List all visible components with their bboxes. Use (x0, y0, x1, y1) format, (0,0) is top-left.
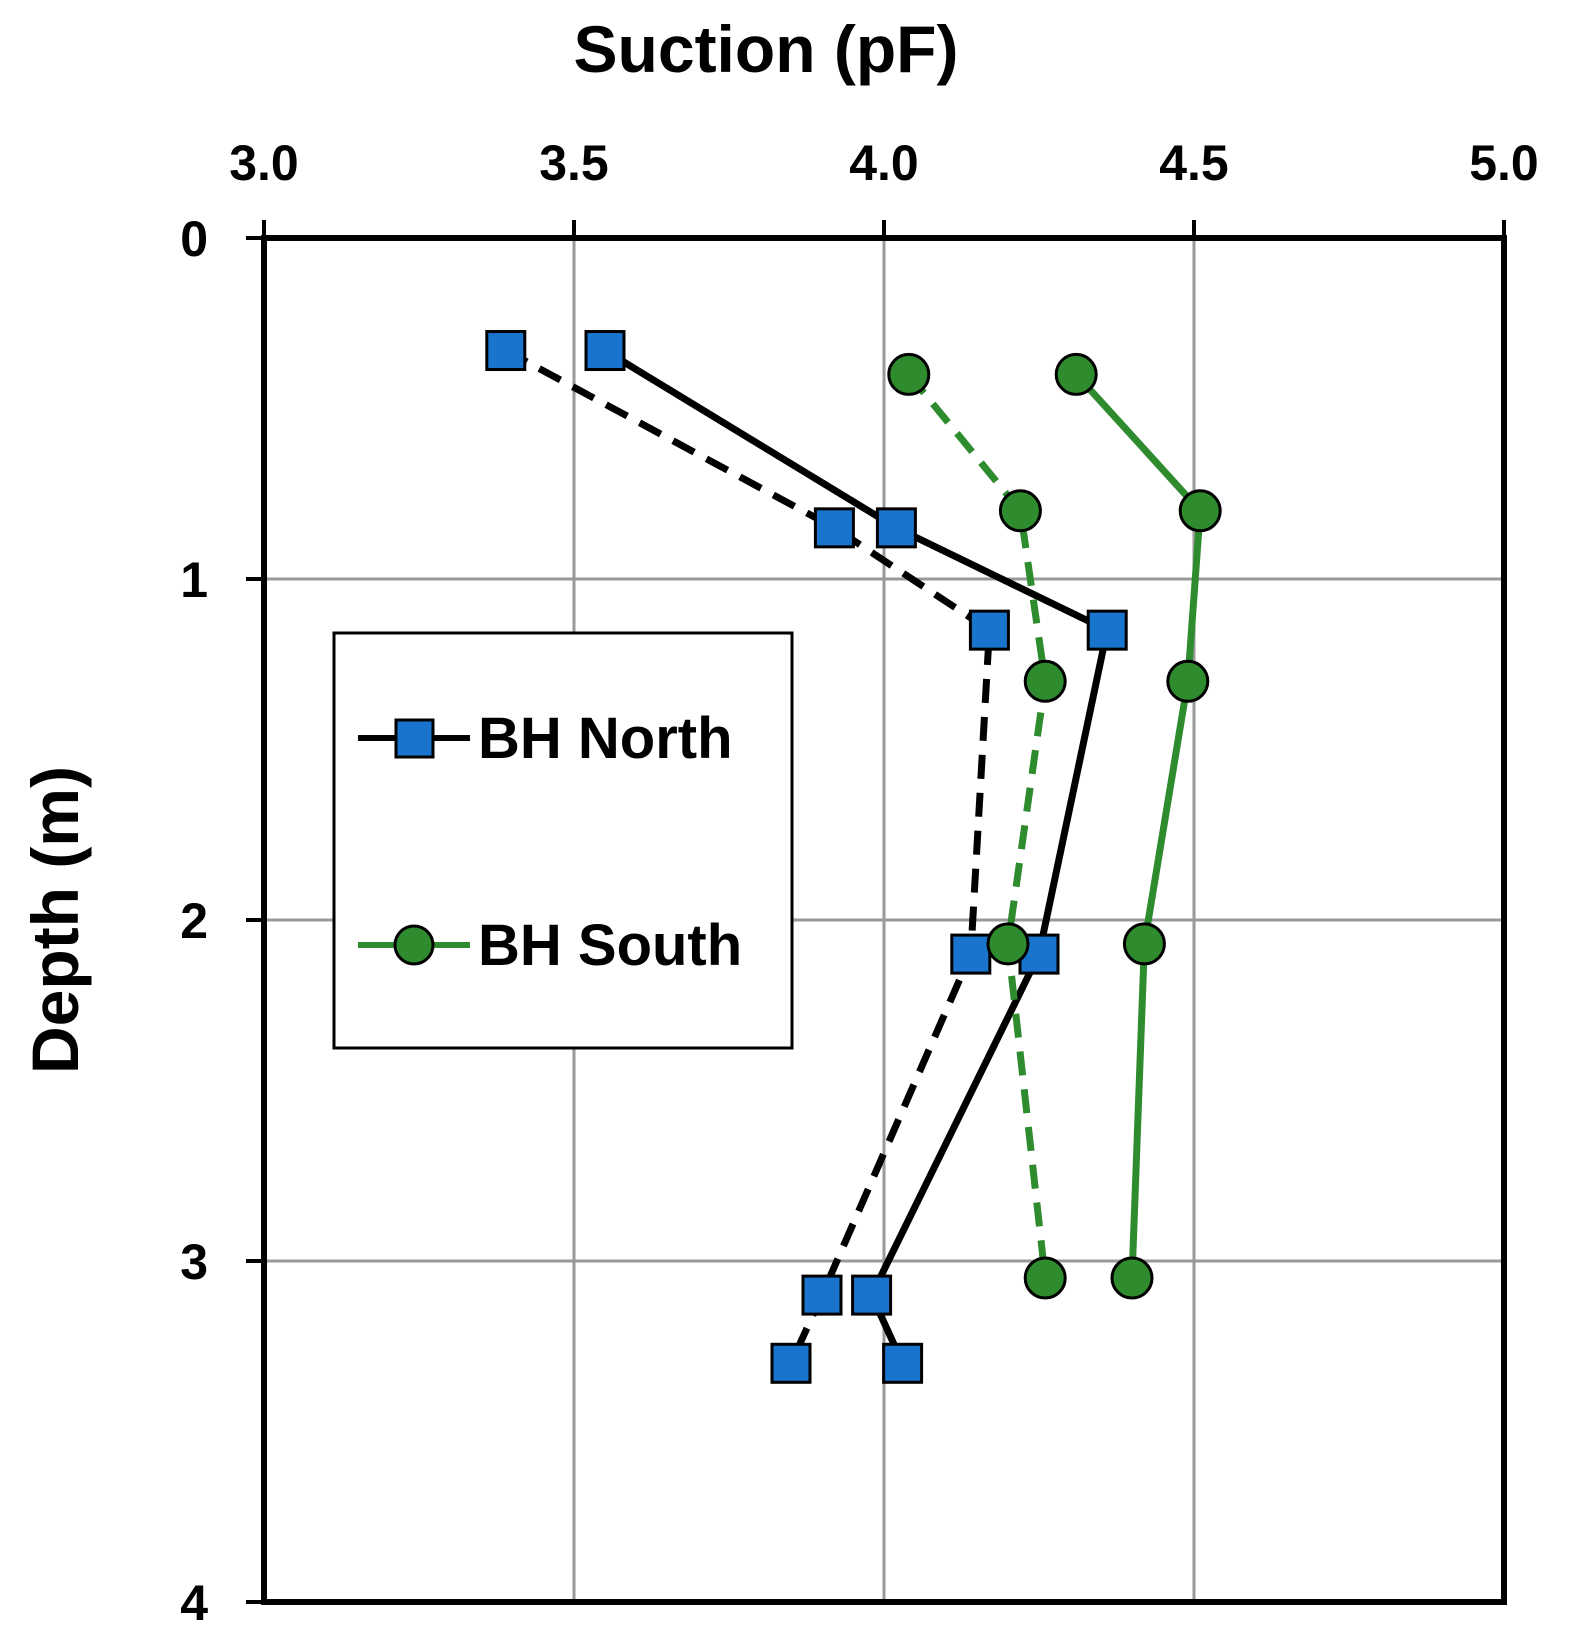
data-point-square (968, 609, 1010, 651)
data-point-square (485, 330, 527, 372)
x-tick-label: 4.0 (849, 135, 919, 191)
data-point-circle (1023, 659, 1067, 703)
data-point-circle (1110, 1256, 1154, 1300)
y-tick-label: 0 (180, 211, 208, 267)
y-tick-label: 3 (180, 1234, 208, 1290)
data-point-circle (1166, 659, 1210, 703)
x-tick-label: 4.5 (1159, 135, 1229, 191)
data-point-circle (998, 489, 1042, 533)
axis-ticks: 3.0 3.5 4.0 4.5 5.0 0 1 2 3 4 (180, 135, 1539, 1631)
data-point-square (851, 1274, 893, 1316)
data-point-square (813, 507, 855, 549)
data-point-square (950, 933, 992, 975)
legend: BH North BH South (332, 631, 794, 1050)
data-point-circle (1054, 352, 1098, 396)
data-point-square (875, 507, 917, 549)
data-point-square (882, 1342, 924, 1384)
data-point-circle (986, 922, 1030, 966)
x-axis-title: Suction (pF) (574, 12, 959, 86)
y-tick-label: 1 (180, 552, 208, 608)
data-point-circle (1023, 1256, 1067, 1300)
legend-marker-bh-north (394, 718, 435, 759)
legend-box (332, 631, 794, 1050)
x-tick-label: 5.0 (1469, 135, 1539, 191)
legend-label-bh-north: BH North (478, 706, 733, 771)
legend-marker-bh-south (393, 924, 435, 966)
x-tick-label: 3.0 (229, 135, 299, 191)
data-point-square (801, 1274, 843, 1316)
data-point-square (1086, 609, 1128, 651)
series-layer (485, 330, 1222, 1384)
data-point-square (584, 330, 626, 372)
data-point-circle (1122, 922, 1166, 966)
legend-entry-bh-north: BH North (358, 706, 733, 771)
x-tick-label: 3.5 (539, 135, 609, 191)
data-point-circle (1178, 489, 1222, 533)
legend-entry-bh-south: BH South (358, 913, 742, 978)
y-tick-label: 2 (180, 893, 208, 949)
series-markers (485, 330, 1222, 1384)
y-axis-title: Depth (m) (18, 766, 92, 1074)
data-point-square (770, 1342, 812, 1384)
y-tick-label: 4 (180, 1575, 208, 1631)
data-point-circle (887, 352, 931, 396)
legend-label-bh-south: BH South (478, 913, 742, 978)
